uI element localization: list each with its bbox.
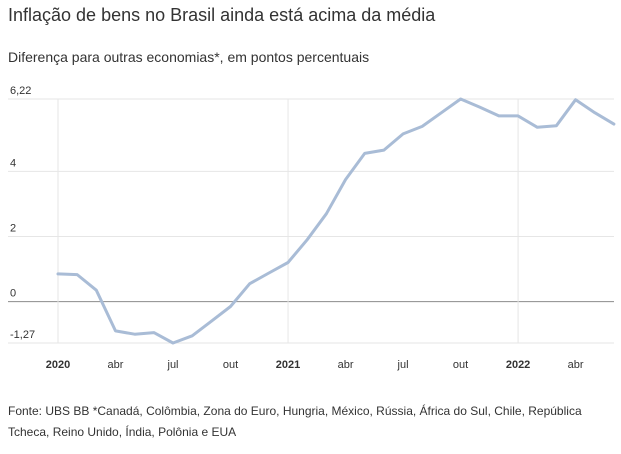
y-axis-ticks: 6,22 4 2 0 -1,27 (10, 85, 35, 341)
x-tick-label: out (453, 359, 468, 371)
x-tick-label: jul (397, 359, 409, 371)
x-tick-label: abr (338, 359, 354, 371)
y-tick-label: 6,22 (10, 85, 31, 97)
x-tick-label: out (223, 359, 238, 371)
x-tick-label: abr (568, 359, 584, 371)
x-tick-label: 2020 (46, 359, 70, 371)
series-line (56, 97, 616, 345)
y-tick-label: 2 (10, 222, 16, 234)
x-tick-label: jul (167, 359, 179, 371)
chart-subtitle: Diferença para outras economias*, em pon… (8, 49, 370, 65)
chart-source-note: Fonte: UBS BB *Canadá, Colômbia, Zona do… (8, 404, 582, 439)
x-tick-label: 2022 (506, 359, 530, 371)
chart-grid (8, 98, 614, 344)
y-tick-label: 4 (10, 157, 16, 169)
chart-title: Inflação de bens no Brasil ainda está ac… (8, 5, 436, 25)
y-tick-label: 0 (10, 288, 16, 300)
x-tick-label: 2021 (276, 359, 300, 371)
series-lines (56, 97, 616, 345)
y-tick-label: -1,27 (10, 329, 35, 341)
x-axis-ticks: 2020 abr jul out 2021 abr jul out 2022 abr (46, 359, 584, 371)
x-tick-label: abr (108, 359, 124, 371)
